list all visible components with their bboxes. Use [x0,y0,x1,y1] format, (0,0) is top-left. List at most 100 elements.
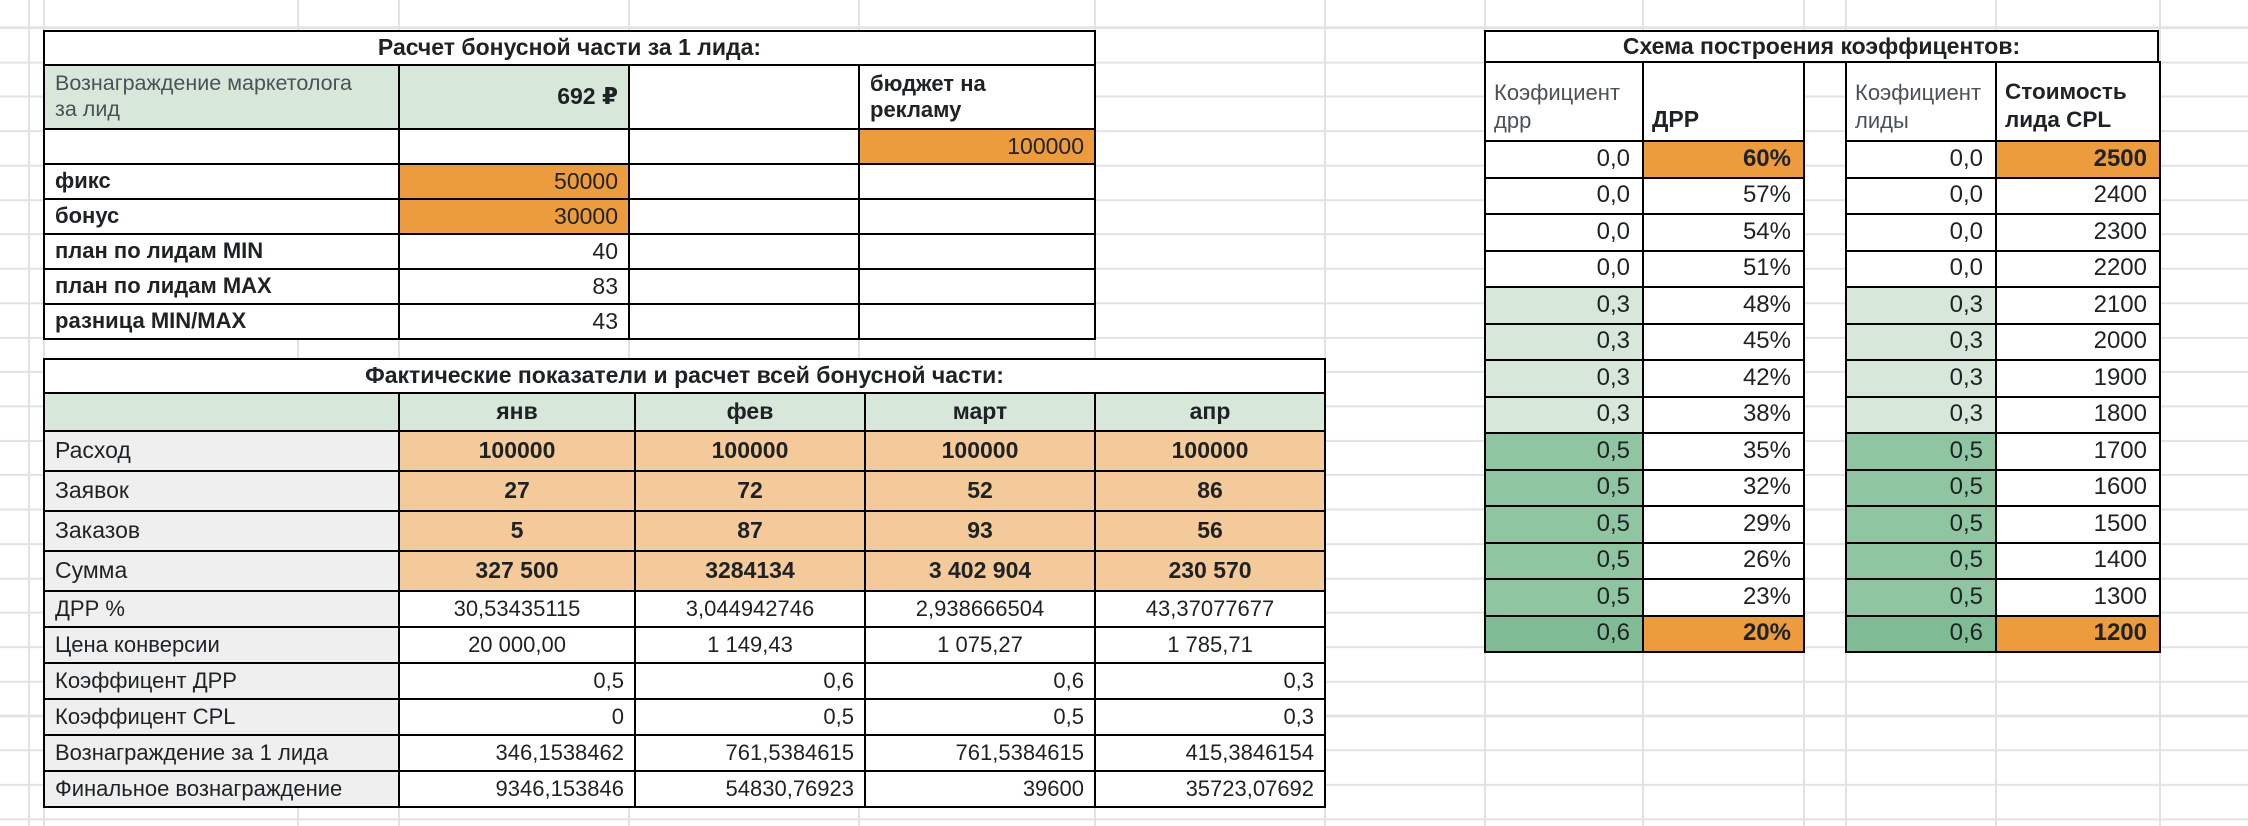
drr-value-cell[interactable]: 26% [1642,541,1805,580]
drr-coef-cell[interactable]: 0,0 [1484,213,1644,252]
cpl-value-cell[interactable]: 2100 [1995,286,2161,325]
t2-row-label[interactable]: Коэффицент CPL [43,698,400,736]
drr-coef-cell[interactable]: 0,0 [1484,140,1644,179]
cpl-coef-cell[interactable]: 0,5 [1845,505,1997,544]
cpl-coef-cell[interactable]: 0,0 [1845,213,1997,252]
month-header[interactable]: фев [634,392,866,432]
cpl-value-cell[interactable]: 1500 [1995,505,2161,544]
budget-value-cell[interactable]: 100000 [858,128,1096,165]
cpl-coef-cell[interactable]: 0,5 [1845,432,1997,471]
cpl-value-cell[interactable]: 1800 [1995,395,2161,434]
cpl-coef-cell[interactable]: 0,3 [1845,359,1997,398]
drr-coef-cell[interactable]: 0,5 [1484,432,1644,471]
cpl-coef-cell[interactable]: 0,6 [1845,614,1997,653]
month-header[interactable]: янв [398,392,636,432]
t2-cell[interactable]: 35723,07692 [1093,770,1327,808]
t2-row-label[interactable]: Цена конверсии [43,626,400,664]
t2-cell[interactable]: 761,5384615 [634,734,866,772]
table2-title[interactable]: Фактические показатели и расчет всей бон… [42,358,1327,394]
cpl-coef-cell[interactable]: 0,3 [1845,322,1997,361]
t2-cell[interactable]: 0,3 [1093,662,1327,700]
drr-value-header[interactable]: ДРР [1642,61,1805,142]
t2-cell[interactable]: 43,37077677 [1093,590,1327,628]
t2-cell[interactable]: 0,6 [634,662,866,700]
drr-value-cell[interactable]: 60% [1642,140,1805,179]
t2-cell[interactable]: 1 785,71 [1093,626,1327,664]
t2-row-label[interactable]: Заказов [43,510,400,552]
t1-row-label[interactable]: фикс [43,163,400,200]
empty-cell[interactable] [628,163,860,200]
cpl-coef-cell[interactable]: 0,5 [1845,468,1997,507]
drr-value-cell[interactable]: 35% [1642,432,1805,471]
drr-coef-cell[interactable]: 0,5 [1484,505,1644,544]
t2-cell[interactable]: 327 500 [398,550,636,592]
t2-cell[interactable]: 3,044942746 [634,590,866,628]
empty-cell[interactable] [628,128,860,165]
t2-row-label[interactable]: Финальное вознаграждение [43,770,400,808]
cpl-value-cell[interactable]: 2300 [1995,213,2161,252]
t2-cell[interactable]: 39600 [864,770,1096,808]
t2-cell[interactable]: 20 000,00 [398,626,636,664]
t2-cell[interactable]: 56 [1093,510,1327,552]
cpl-value-cell[interactable]: 1700 [1995,432,2161,471]
t2-cell[interactable]: 0,3 [1093,698,1327,736]
t2-cell[interactable]: 0,6 [864,662,1096,700]
t2-cell[interactable]: 0,5 [398,662,636,700]
drr-coef-cell[interactable]: 0,5 [1484,578,1644,617]
t2-cell[interactable]: 2,938666504 [864,590,1096,628]
cpl-value-cell[interactable]: 1900 [1995,359,2161,398]
empty-cell[interactable] [858,268,1096,305]
t2-row-label[interactable]: Вознаграждение за 1 лида [43,734,400,772]
drr-coef-cell[interactable]: 0,0 [1484,249,1644,288]
drr-value-cell[interactable]: 42% [1642,359,1805,398]
cpl-coef-cell[interactable]: 0,3 [1845,286,1997,325]
coef-scheme-title[interactable]: Схема построения коэффицентов: [1484,30,2159,63]
drr-value-cell[interactable]: 51% [1642,249,1805,288]
t2-cell[interactable]: 1 149,43 [634,626,866,664]
t2-cell[interactable]: 54830,76923 [634,770,866,808]
drr-value-cell[interactable]: 38% [1642,395,1805,434]
drr-value-cell[interactable]: 48% [1642,286,1805,325]
t2-cell[interactable]: 93 [864,510,1096,552]
drr-coef-cell[interactable]: 0,3 [1484,322,1644,361]
cpl-value-header[interactable]: Стоимость лида CPL [1995,61,2161,142]
cpl-value-cell[interactable]: 1600 [1995,468,2161,507]
cpl-value-cell[interactable]: 1300 [1995,578,2161,617]
drr-value-cell[interactable]: 32% [1642,468,1805,507]
t1-row-value[interactable]: 30000 [398,198,630,235]
cpl-coef-cell[interactable]: 0,0 [1845,249,1997,288]
t1-row-label[interactable]: план по лидам MAX [43,268,400,305]
drr-value-cell[interactable]: 54% [1642,213,1805,252]
t2-row-label[interactable]: ДРР % [43,590,400,628]
t2-cell[interactable]: 0,5 [864,698,1096,736]
cpl-value-cell[interactable]: 2000 [1995,322,2161,361]
t2-cell[interactable]: 0 [398,698,636,736]
t2-cell[interactable]: 1 075,27 [864,626,1096,664]
cpl-value-cell[interactable]: 2200 [1995,249,2161,288]
drr-value-cell[interactable]: 45% [1642,322,1805,361]
t2-cell[interactable]: 52 [864,470,1096,512]
empty-cell[interactable] [628,268,860,305]
table1-title[interactable]: Расчет бонусной части за 1 лида: [43,30,1096,66]
empty-cell[interactable] [858,163,1096,200]
t2-cell[interactable]: 30,53435115 [398,590,636,628]
t2-cell[interactable]: 72 [634,470,866,512]
t2-cell[interactable]: 100000 [634,430,866,472]
t1-row-label[interactable]: план по лидам MIN [43,233,400,270]
drr-value-cell[interactable]: 23% [1642,578,1805,617]
t2-cell[interactable]: 3 402 904 [864,550,1096,592]
t2-row-label[interactable]: Коэффицент ДРР [43,662,400,700]
t2-cell[interactable]: 87 [634,510,866,552]
cpl-coef-cell[interactable]: 0,5 [1845,578,1997,617]
t2-cell[interactable]: 5 [398,510,636,552]
t2-row-label[interactable]: Заявок [43,470,400,512]
cpl-coef-cell[interactable]: 0,0 [1845,140,1997,179]
empty-cell[interactable] [858,233,1096,270]
empty-cell[interactable] [398,128,630,165]
empty-cell[interactable] [628,64,860,130]
t2-cell[interactable]: 100000 [1093,430,1327,472]
cpl-coef-cell[interactable]: 0,5 [1845,541,1997,580]
t1-row-value[interactable]: 40 [398,233,630,270]
t2-cell[interactable]: 761,5384615 [864,734,1096,772]
t2-cell[interactable]: 415,3846154 [1093,734,1327,772]
